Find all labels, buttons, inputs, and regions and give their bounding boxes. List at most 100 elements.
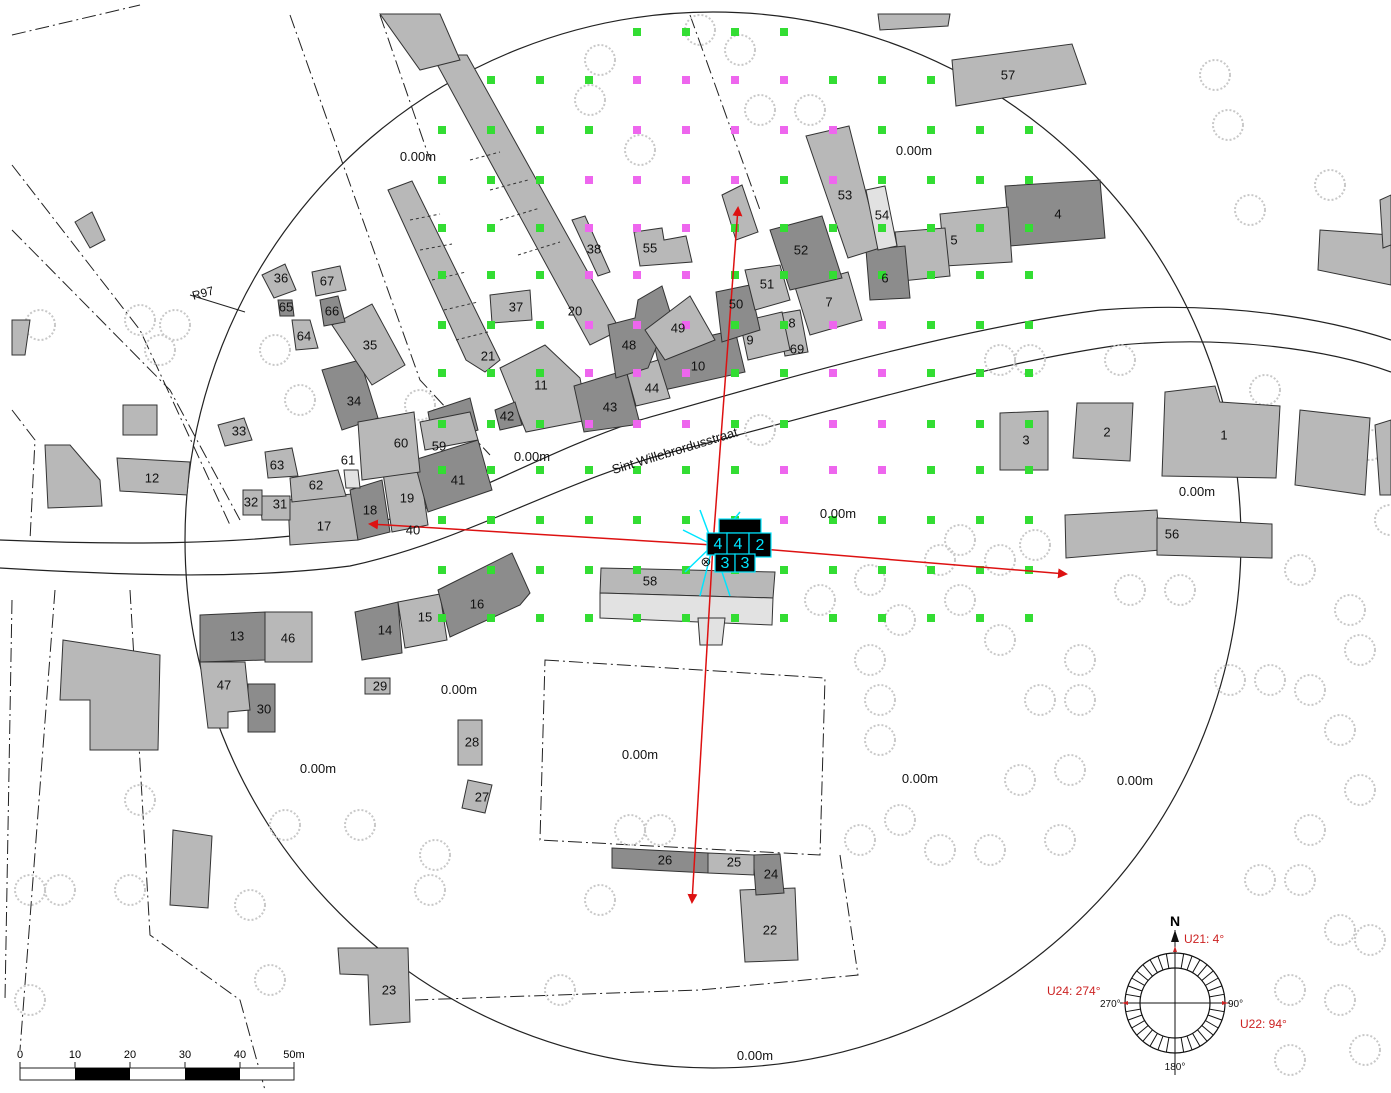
grid-point <box>487 566 495 574</box>
height-label: 0.00m <box>441 682 477 697</box>
building-label: 3 <box>1022 432 1029 447</box>
grid-point <box>731 369 739 377</box>
grid-point <box>1025 466 1033 474</box>
grid-point <box>633 28 641 36</box>
building-label: 29 <box>373 678 387 693</box>
grid-point <box>927 420 935 428</box>
tree-icon <box>744 414 776 446</box>
height-labels: 0.00m 0.00m 0.00m 0.00m 0.00m 0.00m 0.00… <box>300 143 1215 1063</box>
grid-point <box>878 271 886 279</box>
tree-icon <box>1104 344 1136 376</box>
tree-icon <box>1284 554 1316 586</box>
svg-text:⊗: ⊗ <box>701 554 712 569</box>
tree-icon <box>984 624 1016 656</box>
building-label: 17 <box>317 518 331 533</box>
grid-point <box>976 369 984 377</box>
building-label: 46 <box>281 630 295 645</box>
scale-tick: 50m <box>283 1049 304 1061</box>
grid-point <box>1025 516 1033 524</box>
grid-point <box>536 614 544 622</box>
grid-point <box>829 369 837 377</box>
height-label: 0.00m <box>514 449 550 464</box>
building-label: 6 <box>881 270 888 285</box>
scale-tick: 20 <box>124 1049 136 1061</box>
tree-icon <box>1014 344 1046 376</box>
grid-point <box>682 271 690 279</box>
grid-point <box>438 126 446 134</box>
tree-icon <box>1334 594 1366 626</box>
grid-point <box>1025 566 1033 574</box>
building-label: 42 <box>500 408 514 423</box>
grid-point <box>829 76 837 84</box>
grid-point <box>780 76 788 84</box>
building-label: 27 <box>475 789 489 804</box>
grid-point <box>682 369 690 377</box>
tree-icon <box>1114 574 1146 606</box>
grid-point <box>976 516 984 524</box>
grid-point <box>927 224 935 232</box>
grid-point <box>731 321 739 329</box>
grid-point <box>829 466 837 474</box>
building-label: 11 <box>534 377 548 392</box>
building-label: 32 <box>244 494 258 509</box>
tree-icon <box>584 884 616 916</box>
grid-point <box>780 369 788 377</box>
ray-south <box>687 544 714 904</box>
grid-point <box>682 76 690 84</box>
tree-icon <box>14 984 46 1016</box>
building-label: 13 <box>230 628 244 643</box>
building-label: 41 <box>451 472 465 487</box>
tree-icon <box>1044 824 1076 856</box>
grid-point <box>976 224 984 232</box>
grid-point <box>536 566 544 574</box>
grid-point <box>633 76 641 84</box>
building-label: 40 <box>406 522 420 537</box>
scale-tick: 30 <box>179 1049 191 1061</box>
tree-icon <box>1294 674 1326 706</box>
grid-point <box>585 516 593 524</box>
grid-point <box>536 176 544 184</box>
building-label: 30 <box>257 701 271 716</box>
building-label: 14 <box>378 622 392 637</box>
building-label: 54 <box>875 207 889 222</box>
grid-point <box>780 224 788 232</box>
ray-north <box>712 206 743 546</box>
grid-point <box>536 271 544 279</box>
compass-north: N <box>1170 913 1180 929</box>
building-label: 35 <box>363 337 377 352</box>
grid-point <box>682 466 690 474</box>
grid-point <box>976 614 984 622</box>
grid-point <box>487 126 495 134</box>
tree-icon <box>1019 529 1051 561</box>
tree-icon <box>684 14 716 46</box>
grid-point <box>829 566 837 574</box>
tree-icon <box>1164 574 1196 606</box>
grid-point <box>976 420 984 428</box>
building-label: 1 <box>1220 427 1227 442</box>
building-label: 4 <box>1054 206 1061 221</box>
grid-point <box>487 466 495 474</box>
grid-point <box>829 516 837 524</box>
grid-point <box>438 566 446 574</box>
tree-icon <box>1249 374 1281 406</box>
building-label: 61 <box>341 452 355 467</box>
height-label: 0.00m <box>737 1048 773 1063</box>
grid-point <box>536 76 544 84</box>
tree-icon <box>404 389 436 421</box>
building-label: 10 <box>691 358 705 373</box>
tree-icon <box>124 304 156 336</box>
grid-point <box>976 566 984 574</box>
grid-point <box>633 420 641 428</box>
tree-icon <box>644 814 676 846</box>
compass-180: 180° <box>1165 1062 1186 1073</box>
building-label: 69 <box>790 341 804 356</box>
building-label: 62 <box>309 477 323 492</box>
grid-point <box>731 126 739 134</box>
building-label: 28 <box>465 734 479 749</box>
grid-point <box>585 224 593 232</box>
tree-icon <box>1064 684 1096 716</box>
grid-point <box>682 516 690 524</box>
grid-point <box>1025 369 1033 377</box>
grid-point <box>829 614 837 622</box>
grid-point <box>536 516 544 524</box>
